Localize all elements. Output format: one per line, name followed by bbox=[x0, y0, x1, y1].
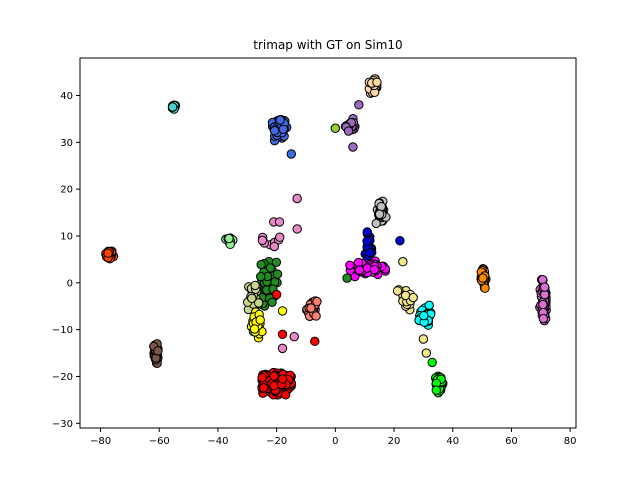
data-point bbox=[269, 241, 279, 252]
data-point bbox=[348, 142, 358, 152]
data-point bbox=[311, 311, 321, 321]
y-tick-label: −30 bbox=[52, 419, 73, 430]
x-axis: −80 −60 −40 −20 0 20 40 60 80 bbox=[90, 428, 577, 447]
data-point bbox=[354, 265, 365, 275]
data-point bbox=[419, 310, 429, 321]
y-tick-label: 40 bbox=[60, 91, 73, 102]
y-tick-label: 10 bbox=[60, 231, 73, 242]
data-point bbox=[265, 263, 275, 273]
data-point bbox=[280, 390, 291, 400]
data-point bbox=[269, 126, 280, 136]
data-point bbox=[480, 283, 490, 293]
data-point bbox=[257, 235, 268, 246]
data-point bbox=[376, 201, 386, 212]
data-point bbox=[306, 303, 316, 313]
data-point bbox=[269, 381, 279, 391]
data-point bbox=[253, 298, 264, 308]
data-point bbox=[431, 385, 441, 395]
y-tick-label: −20 bbox=[52, 372, 73, 383]
data-point bbox=[345, 260, 355, 270]
data-point bbox=[478, 273, 488, 283]
x-tick-label: −20 bbox=[266, 436, 287, 447]
data-point bbox=[421, 348, 432, 358]
y-tick-label: −10 bbox=[52, 325, 73, 336]
data-point bbox=[330, 123, 341, 133]
x-tick-label: 40 bbox=[446, 436, 459, 447]
data-point bbox=[153, 346, 163, 356]
x-tick-label: −60 bbox=[149, 436, 170, 447]
data-point bbox=[256, 259, 266, 270]
data-point bbox=[259, 383, 269, 393]
data-point bbox=[255, 315, 265, 325]
x-tick-label: 80 bbox=[564, 436, 577, 447]
x-tick-label: −80 bbox=[90, 436, 111, 447]
data-point bbox=[539, 282, 550, 292]
data-point bbox=[224, 233, 234, 244]
data-point bbox=[249, 324, 260, 334]
data-point bbox=[427, 357, 437, 368]
y-tick-label: 20 bbox=[60, 185, 73, 196]
y-tick-label: 30 bbox=[60, 138, 73, 149]
x-tick-label: −40 bbox=[207, 436, 228, 447]
data-point bbox=[343, 126, 354, 136]
data-point bbox=[310, 336, 320, 347]
data-point bbox=[275, 232, 285, 242]
x-tick-label: 0 bbox=[332, 436, 338, 447]
data-point bbox=[398, 257, 408, 267]
data-point bbox=[269, 371, 279, 381]
data-point bbox=[424, 300, 434, 310]
data-point bbox=[247, 293, 257, 304]
data-point bbox=[392, 286, 403, 296]
data-point bbox=[418, 334, 429, 344]
data-point bbox=[274, 217, 285, 227]
data-point bbox=[538, 313, 549, 324]
data-point bbox=[103, 248, 113, 258]
x-tick-label: 60 bbox=[505, 436, 518, 447]
data-point bbox=[256, 271, 266, 282]
data-point bbox=[292, 224, 302, 234]
plot-frame bbox=[79, 57, 577, 429]
data-points bbox=[101, 74, 551, 400]
data-point bbox=[362, 227, 372, 237]
data-point bbox=[257, 372, 267, 383]
data-point bbox=[271, 289, 282, 300]
chart-title: trimap with GT on Sim10 bbox=[253, 38, 402, 52]
data-point bbox=[289, 331, 299, 342]
data-point bbox=[277, 329, 288, 340]
data-point bbox=[292, 193, 302, 204]
data-point bbox=[271, 257, 282, 267]
y-tick-label: 0 bbox=[67, 278, 73, 289]
data-point bbox=[362, 236, 372, 246]
data-point bbox=[371, 218, 381, 229]
data-point bbox=[395, 235, 405, 246]
data-point bbox=[400, 290, 411, 301]
data-point bbox=[277, 343, 288, 354]
data-point bbox=[312, 296, 322, 307]
data-point bbox=[369, 264, 380, 275]
data-point bbox=[277, 374, 288, 384]
y-axis: −30 −20 −10 0 10 20 30 40 bbox=[52, 91, 80, 430]
data-point bbox=[364, 248, 375, 258]
data-point bbox=[354, 100, 364, 110]
data-point bbox=[167, 102, 178, 112]
data-point bbox=[286, 149, 297, 159]
data-point bbox=[374, 209, 385, 219]
data-point bbox=[372, 77, 382, 87]
data-point bbox=[267, 297, 277, 307]
data-point bbox=[278, 124, 289, 134]
data-point bbox=[538, 299, 548, 310]
data-point bbox=[272, 269, 283, 279]
data-point bbox=[275, 115, 285, 125]
data-point bbox=[408, 292, 418, 303]
data-point bbox=[342, 273, 352, 283]
data-point bbox=[277, 306, 288, 316]
x-tick-label: 20 bbox=[388, 436, 401, 447]
data-point bbox=[250, 280, 260, 291]
